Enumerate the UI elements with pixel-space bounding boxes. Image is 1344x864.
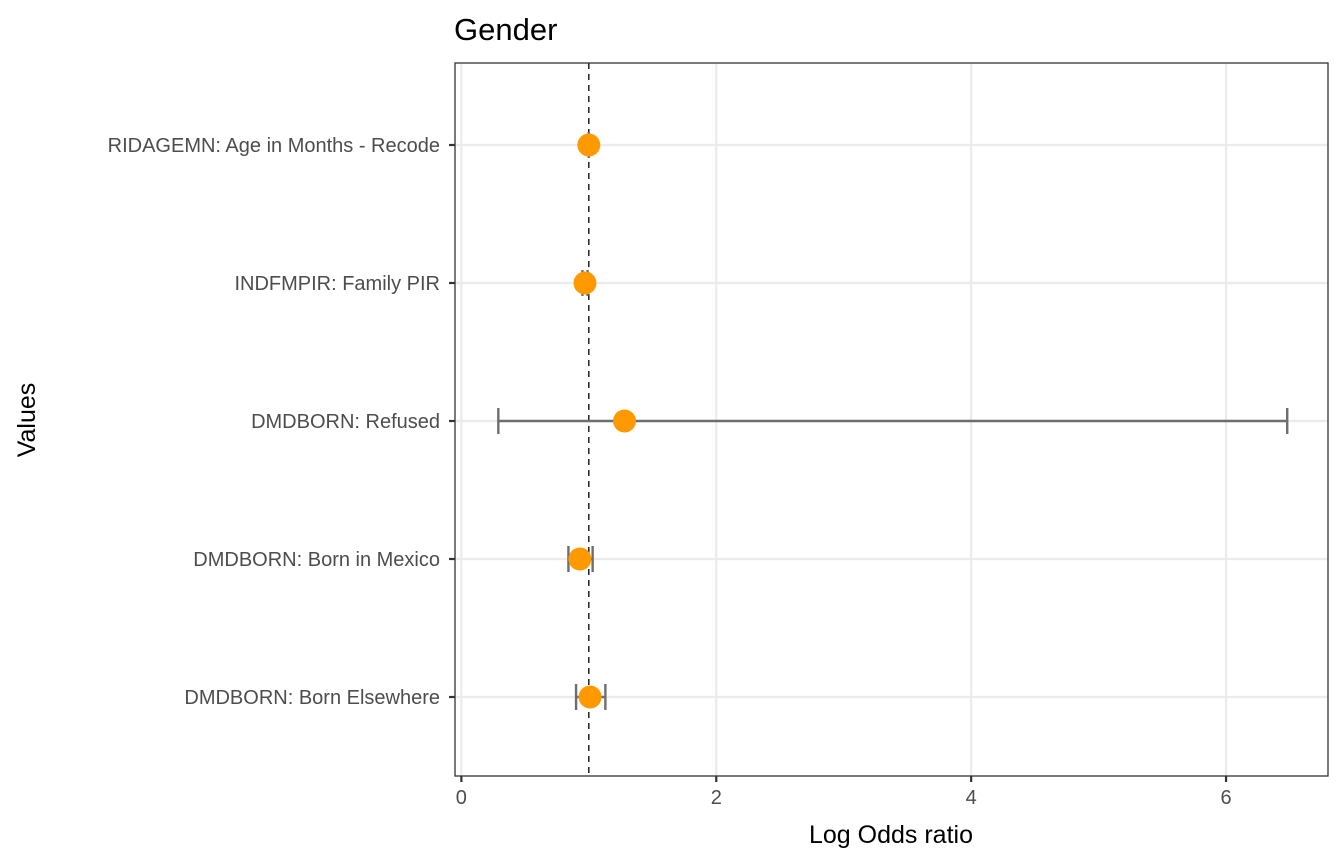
y-tick-label: INDFMPIR: Family PIR — [234, 273, 440, 295]
grid-layer — [455, 63, 1328, 776]
x-tick-label: 0 — [456, 787, 467, 809]
y-tick-label: DMDBORN: Refused — [251, 411, 440, 433]
data-point — [578, 685, 602, 709]
data-point — [613, 409, 637, 433]
panel-border — [454, 62, 1329, 777]
x-tick-label: 4 — [966, 787, 977, 809]
chart-title: Gender — [454, 12, 557, 47]
x-tick-label: 6 — [1220, 787, 1231, 809]
y-axis-title: Values — [13, 383, 41, 458]
y-tick-label: DMDBORN: Born in Mexico — [193, 549, 440, 571]
data-point — [568, 547, 592, 571]
y-tick-label: DMDBORN: Born Elsewhere — [184, 687, 440, 709]
x-tick-label: 2 — [711, 787, 722, 809]
y-tick-label: RIDAGEMN: Age in Months - Recode — [108, 135, 440, 157]
data-point — [573, 271, 597, 295]
data-point — [577, 133, 601, 157]
point-layer — [568, 133, 637, 709]
x-axis-title: Log Odds ratio — [809, 821, 973, 849]
axis-layer: 0 2 4 6 DMDBORN: Born Elsewhere DMDBORN: Born… — [108, 135, 1232, 809]
